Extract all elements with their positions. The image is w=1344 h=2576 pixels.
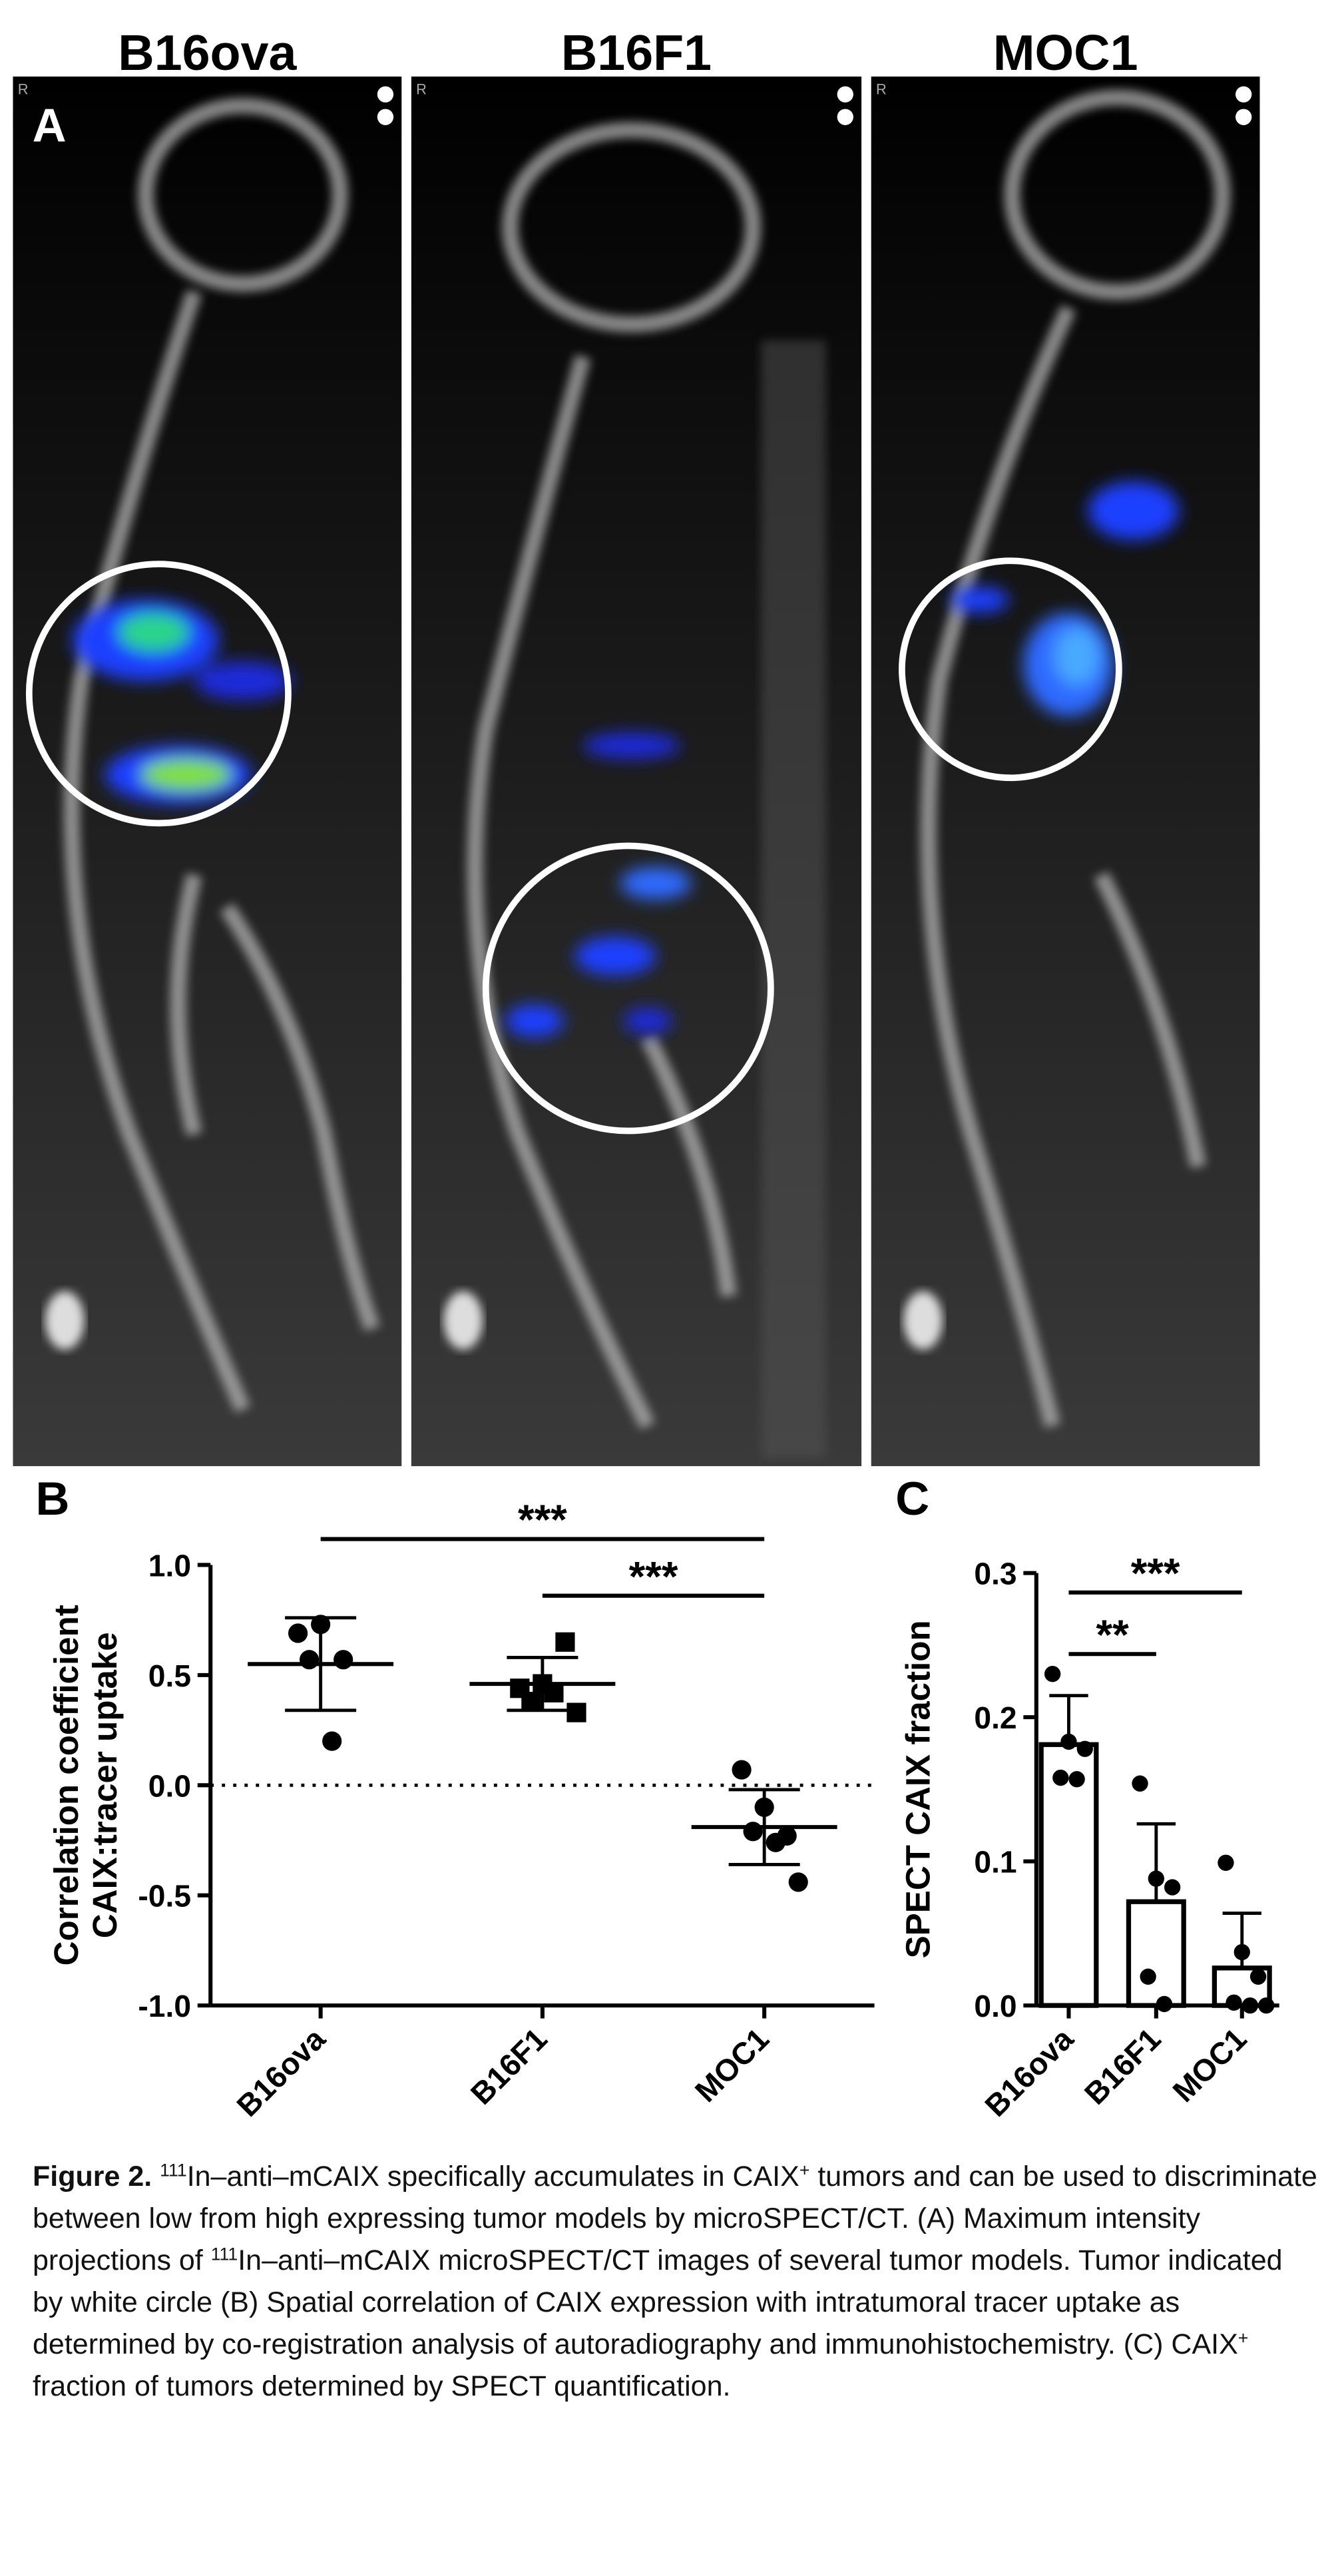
data-point: [1132, 1775, 1148, 1792]
data-point: [1068, 1771, 1085, 1788]
panel-a-images: [13, 76, 1260, 1467]
panel-label: A: [33, 99, 67, 151]
y-axis-label: CAIX:tracer uptake: [86, 1632, 124, 1938]
panel-title: B16ova: [118, 25, 297, 81]
caption-text: fraction of tumors determined by SPECT q…: [33, 2370, 731, 2402]
y-tick-label: -1.0: [138, 1989, 191, 2023]
data-point: [1148, 1870, 1164, 1887]
y-tick-label: 0.0: [974, 1989, 1016, 2023]
x-tick-label: B16ova: [978, 2021, 1080, 2123]
data-point: [732, 1760, 752, 1780]
caption-label: Figure 2.: [33, 2161, 152, 2192]
y-tick-label: 1.0: [148, 1548, 191, 1583]
caption-text: [152, 2161, 160, 2192]
data-point: [1076, 1740, 1093, 1757]
error-bar: [285, 1616, 357, 1712]
chart-panel: B 1.0 0.5 0.0 -0.5 -1.0 Correlation coefficien…: [36, 1472, 875, 2123]
data-point: [566, 1702, 586, 1722]
data-point: [555, 1632, 575, 1652]
data-point: [1060, 1733, 1077, 1750]
panel-title: MOC1: [993, 25, 1138, 81]
significance-label: ***: [518, 1497, 567, 1543]
orientation-marker: R: [876, 81, 887, 98]
scan-image: [13, 76, 402, 1467]
data-point: [1233, 1943, 1250, 1961]
error-bar: [1136, 1822, 1176, 1902]
data-point: [1241, 1997, 1259, 2014]
data-point: [1218, 1854, 1234, 1871]
caption-text: In–anti–mCAIX specifically accumulates i…: [186, 2161, 799, 2192]
y-axis-label: Correlation coefficient: [47, 1605, 85, 1965]
bar: [1038, 1742, 1099, 2008]
data-point: [288, 1623, 308, 1643]
data-point: [1164, 1879, 1181, 1896]
caption-superscript: 111: [160, 2160, 187, 2181]
significance-label: ***: [629, 1553, 678, 1600]
bar: [1126, 1899, 1186, 2008]
data-point: [1258, 1997, 1275, 2014]
caption-superscript: +: [799, 2160, 810, 2181]
x-tick-label: B16ova: [230, 2021, 332, 2123]
caption-text: In–anti–mCAIX microSPECT/CT images of se…: [33, 2244, 1283, 2360]
x-tick-label: MOC1: [688, 2021, 776, 2109]
x-tick-label: MOC1: [1166, 2021, 1253, 2109]
caption-superscript: +: [1237, 2328, 1249, 2348]
orientation-marker: R: [18, 81, 29, 98]
y-axis-label: SPECT CAIX fraction: [899, 1620, 937, 1958]
error-bar: [507, 1655, 578, 1712]
y-tick-label: 0.0: [148, 1768, 191, 1803]
figure-caption: Figure 2. 111In–anti–mCAIX specifically …: [33, 2156, 1317, 2408]
significance-label: **: [1096, 1612, 1130, 1659]
y-tick-label: 0.2: [974, 1700, 1016, 1735]
caption-text: tumors and can be used to discriminate b…: [33, 2161, 1317, 2276]
data-point: [1249, 1968, 1267, 1985]
data-point: [1044, 1666, 1061, 1682]
panel-label: B: [36, 1472, 70, 1525]
data-point: [766, 1832, 785, 1852]
scan-image: [871, 76, 1260, 1467]
data-point: [334, 1650, 353, 1670]
error-bar: [728, 1788, 800, 1866]
x-tick-label: B16F1: [1078, 2021, 1168, 2111]
data-point: [788, 1872, 808, 1892]
y-tick-label: -0.5: [138, 1879, 191, 1914]
data-point: [1140, 1968, 1156, 1985]
y-tick-label: 0.5: [148, 1659, 191, 1693]
y-tick-label: 0.1: [974, 1845, 1016, 1880]
x-tick-label: B16F1: [464, 2021, 554, 2111]
significance-label: ***: [1131, 1551, 1180, 1597]
data-point: [1052, 1769, 1069, 1786]
caption-superscript: 111: [210, 2244, 238, 2264]
data-point: [1226, 1994, 1242, 2011]
chart-panel: C 0.0 0.1 0.2 0.3 SPECT CAIX fraction B16ovaB1…: [895, 1472, 1279, 2123]
data-point: [1156, 1995, 1173, 2013]
data-point: [743, 1822, 763, 1842]
data-point: [300, 1650, 320, 1670]
orientation-marker: R: [416, 81, 427, 98]
panel-label: C: [895, 1472, 929, 1525]
y-tick-label: 0.3: [974, 1557, 1016, 1591]
data-point: [544, 1682, 564, 1702]
data-point: [322, 1731, 342, 1751]
data-point: [521, 1691, 541, 1712]
panel-title: B16F1: [561, 25, 712, 81]
scan-image: [411, 76, 862, 1467]
